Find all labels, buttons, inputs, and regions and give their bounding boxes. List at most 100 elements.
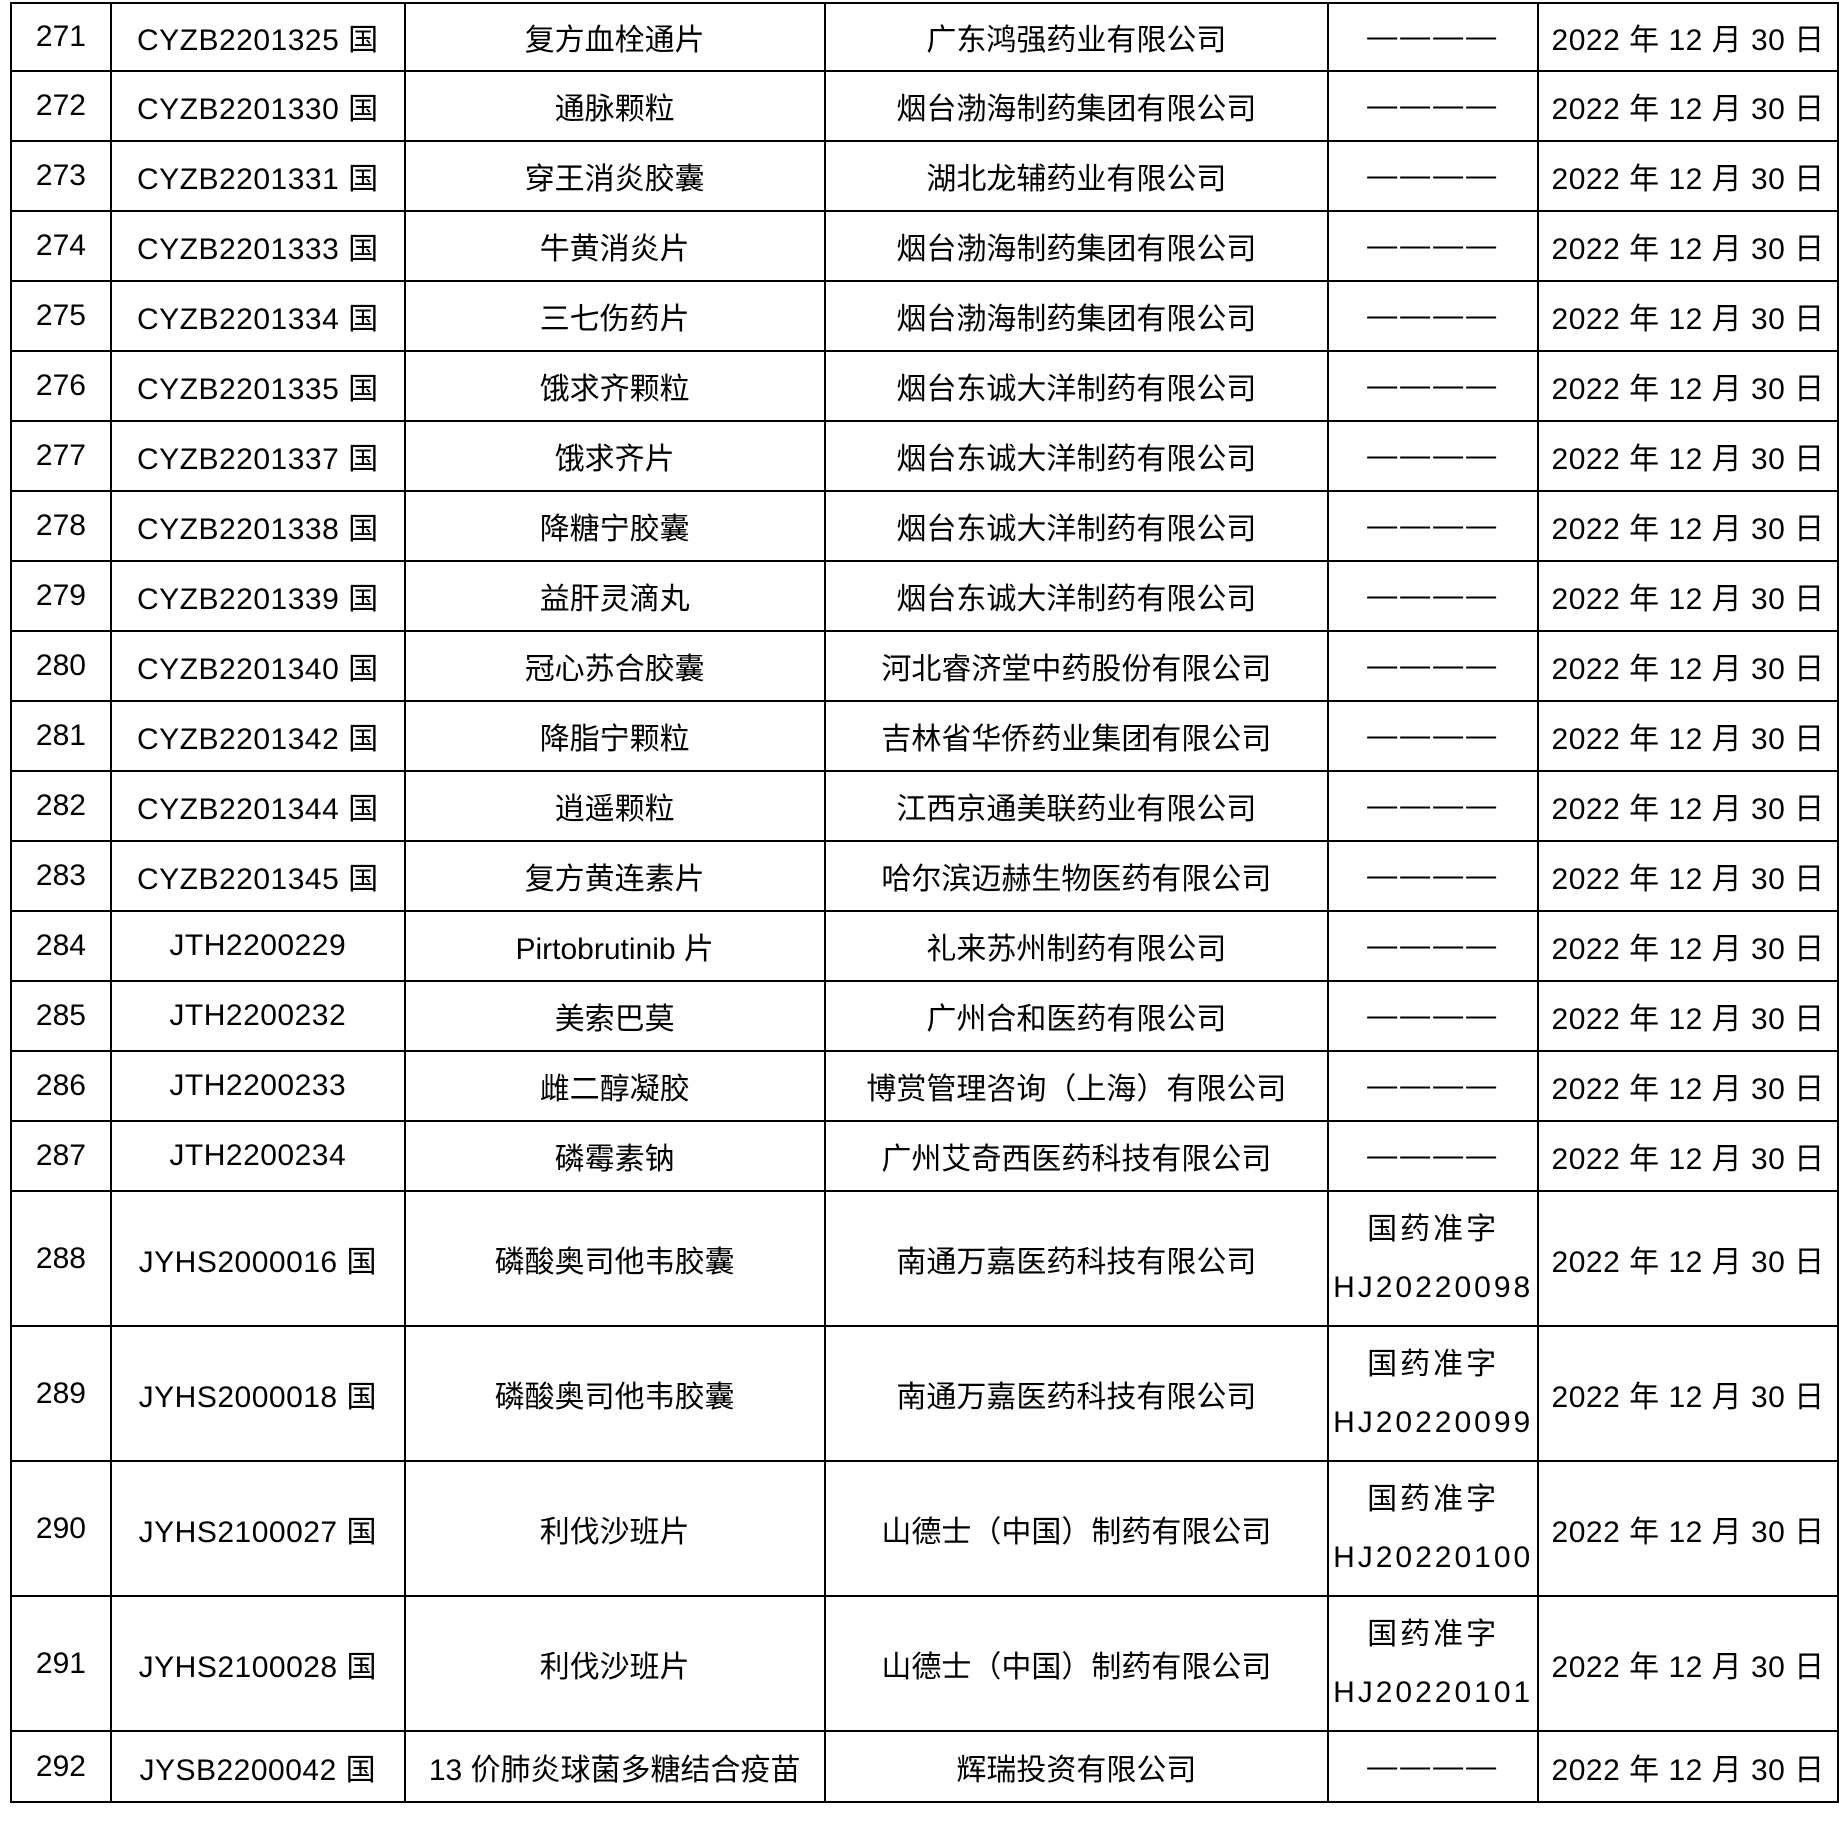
approval-number-cell: ———— (1327, 420, 1540, 492)
approval-date-cell: 2022 年 12 月 30 日 (1537, 70, 1839, 142)
acceptance-code-cell: CYZB2201345 国 (109, 840, 406, 912)
approval-line: HJ20220098 (1333, 1270, 1534, 1304)
row-number-cell: 291 (10, 1595, 112, 1732)
approval-date-cell: 2022 年 12 月 30 日 (1537, 350, 1839, 422)
row-number-cell: 287 (10, 1120, 112, 1192)
approval-number-cell: ———— (1327, 350, 1540, 422)
approval-date-cell: 2022 年 12 月 30 日 (1537, 1120, 1839, 1192)
acceptance-code-cell: CYZB2201333 国 (109, 210, 406, 282)
row-number-cell: 284 (10, 910, 112, 982)
table-row: 286 JTH2200233 雌二醇凝胶 博赏管理咨询（上海）有限公司 ————… (10, 1050, 1839, 1122)
approval-date-cell: 2022 年 12 月 30 日 (1537, 980, 1839, 1052)
table-row: 278 CYZB2201338 国 降糖宁胶囊 烟台东诚大洋制药有限公司 ———… (10, 490, 1839, 562)
drug-name-cell: 磷霉素钠 (403, 1120, 826, 1192)
drug-name-cell: 饿求齐颗粒 (403, 350, 826, 422)
approval-line: ———— (1367, 859, 1500, 893)
row-number-cell: 283 (10, 840, 112, 912)
approval-line: 国药准字 (1367, 1617, 1500, 1651)
table-row: 290 JYHS2100027 国 利伐沙班片 山德士（中国）制药有限公司 国药… (10, 1460, 1839, 1597)
acceptance-code-cell: CYZB2201339 国 (109, 560, 406, 632)
company-cell: 烟台东诚大洋制药有限公司 (823, 560, 1330, 632)
approval-date-cell: 2022 年 12 月 30 日 (1537, 1190, 1839, 1327)
approval-number-cell: ———— (1327, 560, 1540, 632)
approval-line: ———— (1367, 1069, 1500, 1103)
company-cell: 烟台东诚大洋制药有限公司 (823, 490, 1330, 562)
approval-date-cell: 2022 年 12 月 30 日 (1537, 560, 1839, 632)
approval-line: ———— (1367, 649, 1500, 683)
company-cell: 烟台渤海制药集团有限公司 (823, 280, 1330, 352)
drug-name-cell: 复方血栓通片 (403, 2, 826, 72)
approval-line: ———— (1367, 509, 1500, 543)
approval-number-cell: 国药准字 HJ20220101 (1327, 1595, 1540, 1732)
approval-line: 国药准字 (1367, 1482, 1500, 1516)
approval-number-cell: ———— (1327, 1730, 1540, 1803)
row-number-cell: 280 (10, 630, 112, 702)
approval-number-cell: ———— (1327, 280, 1540, 352)
row-number-cell: 274 (10, 210, 112, 282)
approval-line: ———— (1367, 229, 1500, 263)
acceptance-code-cell: CYZB2201330 国 (109, 70, 406, 142)
approval-line: ———— (1367, 1749, 1500, 1783)
approval-date-cell: 2022 年 12 月 30 日 (1537, 910, 1839, 982)
row-number-cell: 276 (10, 350, 112, 422)
approval-number-cell: ———— (1327, 630, 1540, 702)
approval-date-cell: 2022 年 12 月 30 日 (1537, 420, 1839, 492)
company-cell: 烟台东诚大洋制药有限公司 (823, 350, 1330, 422)
company-cell: 河北睿济堂中药股份有限公司 (823, 630, 1330, 702)
drug-name-cell: 降脂宁颗粒 (403, 700, 826, 772)
approval-line: ———— (1367, 579, 1500, 613)
acceptance-code-cell: JTH2200233 (109, 1050, 406, 1122)
table-row: 272 CYZB2201330 国 通脉颗粒 烟台渤海制药集团有限公司 ————… (10, 70, 1839, 142)
approval-number-cell: 国药准字 HJ20220100 (1327, 1460, 1540, 1597)
row-number-cell: 286 (10, 1050, 112, 1122)
acceptance-code-cell: CYZB2201342 国 (109, 700, 406, 772)
approval-date-cell: 2022 年 12 月 30 日 (1537, 1460, 1839, 1597)
drug-name-cell: Pirtobrutinib 片 (403, 910, 826, 982)
approval-line: ———— (1367, 1139, 1500, 1173)
company-cell: 辉瑞投资有限公司 (823, 1730, 1330, 1803)
row-number-cell: 275 (10, 280, 112, 352)
drug-name-cell: 三七伤药片 (403, 280, 826, 352)
drug-name-cell: 雌二醇凝胶 (403, 1050, 826, 1122)
company-cell: 博赏管理咨询（上海）有限公司 (823, 1050, 1330, 1122)
drug-name-cell: 利伐沙班片 (403, 1595, 826, 1732)
acceptance-code-cell: JTH2200229 (109, 910, 406, 982)
approval-number-cell: ———— (1327, 910, 1540, 982)
acceptance-code-cell: JYHS2000016 国 (109, 1190, 406, 1327)
approval-date-cell: 2022 年 12 月 30 日 (1537, 1050, 1839, 1122)
approval-number-cell: ———— (1327, 2, 1540, 72)
company-cell: 山德士（中国）制药有限公司 (823, 1595, 1330, 1732)
approval-line: ———— (1367, 89, 1500, 123)
row-number-cell: 273 (10, 140, 112, 212)
table-row: 275 CYZB2201334 国 三七伤药片 烟台渤海制药集团有限公司 ———… (10, 280, 1839, 352)
approval-date-cell: 2022 年 12 月 30 日 (1537, 490, 1839, 562)
company-cell: 烟台东诚大洋制药有限公司 (823, 420, 1330, 492)
table-row: 292 JYSB2200042 国 13 价肺炎球菌多糖结合疫苗 辉瑞投资有限公… (10, 1730, 1839, 1803)
approval-number-cell: ———— (1327, 840, 1540, 912)
drug-name-cell: 益肝灵滴丸 (403, 560, 826, 632)
approval-line: ———— (1367, 719, 1500, 753)
row-number-cell: 278 (10, 490, 112, 562)
table-row: 277 CYZB2201337 国 饿求齐片 烟台东诚大洋制药有限公司 ————… (10, 420, 1839, 492)
acceptance-code-cell: CYZB2201335 国 (109, 350, 406, 422)
approval-line: ———— (1367, 999, 1500, 1033)
drug-approval-table: 271 CYZB2201325 国 复方血栓通片 广东鸿强药业有限公司 ————… (10, 2, 1839, 1803)
approval-date-cell: 2022 年 12 月 30 日 (1537, 1595, 1839, 1732)
company-cell: 广州合和医药有限公司 (823, 980, 1330, 1052)
table-row: 287 JTH2200234 磷霉素钠 广州艾奇西医药科技有限公司 ———— 2… (10, 1120, 1839, 1192)
approval-number-cell: ———— (1327, 490, 1540, 562)
drug-name-cell: 饿求齐片 (403, 420, 826, 492)
approval-number-cell: ———— (1327, 140, 1540, 212)
approval-date-cell: 2022 年 12 月 30 日 (1537, 1325, 1839, 1462)
drug-name-cell: 13 价肺炎球菌多糖结合疫苗 (403, 1730, 826, 1803)
company-cell: 礼来苏州制药有限公司 (823, 910, 1330, 982)
table-row: 279 CYZB2201339 国 益肝灵滴丸 烟台东诚大洋制药有限公司 ———… (10, 560, 1839, 632)
approval-date-cell: 2022 年 12 月 30 日 (1537, 280, 1839, 352)
approval-date-cell: 2022 年 12 月 30 日 (1537, 210, 1839, 282)
acceptance-code-cell: CYZB2201338 国 (109, 490, 406, 562)
approval-date-cell: 2022 年 12 月 30 日 (1537, 840, 1839, 912)
row-number-cell: 272 (10, 70, 112, 142)
table-row: 289 JYHS2000018 国 磷酸奥司他韦胶囊 南通万嘉医药科技有限公司 … (10, 1325, 1839, 1462)
drug-name-cell: 磷酸奥司他韦胶囊 (403, 1190, 826, 1327)
acceptance-code-cell: CYZB2201331 国 (109, 140, 406, 212)
